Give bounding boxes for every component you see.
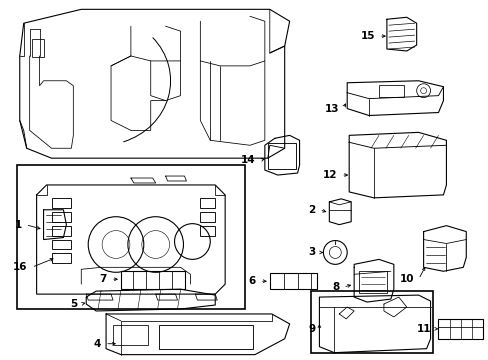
Text: 13: 13 [324,104,339,113]
Bar [113,325,147,345]
Bar [269,273,317,289]
Bar [358,271,386,293]
Text: 5: 5 [70,299,77,309]
Text: 16: 16 [13,262,28,272]
Bar [51,253,71,264]
Text: 15: 15 [360,31,374,41]
Bar [121,271,185,289]
Bar [378,85,403,96]
Bar [17,165,244,309]
Bar [200,212,215,222]
Text: 3: 3 [307,247,315,257]
Text: 12: 12 [322,170,337,180]
Bar [51,239,71,249]
Text: 14: 14 [241,155,255,165]
Text: 10: 10 [399,274,414,284]
Text: 9: 9 [308,324,315,334]
Bar [158,325,252,349]
Text: 7: 7 [100,274,107,284]
Bar [438,319,482,339]
Bar [311,291,432,353]
Bar [51,226,71,235]
Bar [200,226,215,235]
Bar [32,39,43,57]
Bar [51,198,71,208]
Text: 1: 1 [15,220,21,230]
Text: 4: 4 [94,339,101,349]
Text: 2: 2 [307,205,315,215]
Text: 11: 11 [416,324,431,334]
Text: 8: 8 [331,282,339,292]
Text: 6: 6 [248,276,255,286]
Bar [51,212,71,222]
Bar [267,143,295,169]
Bar [200,198,215,208]
